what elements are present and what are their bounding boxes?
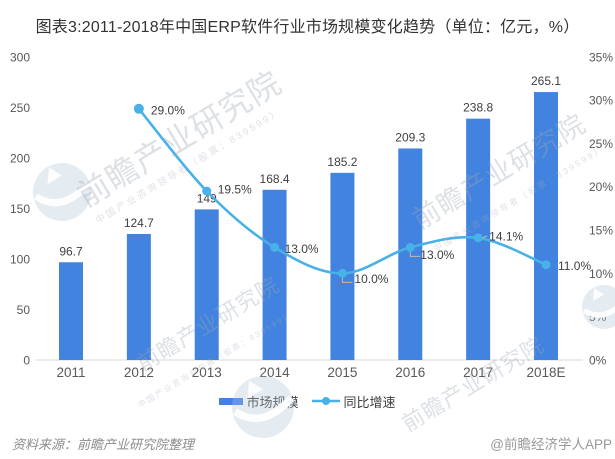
legend-item-market-size: 市场规模	[219, 392, 299, 411]
bar-2013	[194, 209, 219, 360]
line-point-dot	[405, 242, 415, 252]
y-axis-tick-right: 5%	[589, 310, 607, 324]
chart-title: 图表3:2011-2018年中国ERP软件行业市场规模变化趋势（单位：亿元，%）	[35, 19, 580, 36]
y-axis-tick-left: 250	[10, 101, 30, 115]
x-axis-label: 2017	[463, 365, 493, 380]
x-axis-label: 2015	[327, 365, 357, 380]
y-axis-tick-right: 10%	[589, 267, 613, 281]
line-point-dot	[337, 268, 347, 278]
x-axis-label: 2011	[56, 365, 85, 380]
line-value-label: 10.0%	[354, 272, 388, 286]
y-axis-tick-left: 100	[10, 252, 30, 266]
y-axis-tick-left: 0	[23, 354, 30, 368]
y-axis-tick-left: 50	[17, 303, 31, 317]
y-axis-tick-left: 150	[10, 202, 30, 216]
legend-bar-swatch	[219, 397, 244, 405]
line-point-dot	[473, 233, 483, 243]
line-value-label: 13.0%	[420, 248, 454, 262]
y-axis-tick-right: 30%	[589, 94, 613, 108]
x-axis-label: 2012	[124, 365, 154, 380]
bar-2011	[59, 262, 83, 360]
bar-2015	[330, 172, 355, 360]
line-value-label: 29.0%	[151, 103, 185, 117]
y-axis-tick-right: 35%	[589, 50, 613, 64]
label-leader	[341, 276, 353, 283]
bar-2014	[262, 189, 287, 360]
y-axis-tick-right: 25%	[589, 137, 613, 151]
legend: 市场规模 同比增速	[0, 391, 615, 411]
x-axis-label: 2018E	[526, 365, 565, 380]
bar-value-label: 168.4	[260, 172, 290, 186]
line-value-label: 11.0%	[558, 259, 591, 273]
x-axis-label: 2016	[395, 365, 425, 380]
line-value-label: 13.0%	[285, 242, 319, 256]
bar-value-label: 238.8	[463, 101, 493, 115]
x-axis-label: 2014	[260, 365, 291, 380]
y-axis-tick-right: 15%	[589, 224, 613, 238]
bar-value-label: 185.2	[327, 155, 357, 169]
bar-value-label: 124.7	[124, 216, 154, 230]
bar-2012	[126, 233, 151, 360]
line-point-dot	[202, 186, 212, 196]
bar-value-label: 209.3	[395, 130, 425, 144]
bar-value-label: 265.1	[531, 74, 561, 88]
legend-label-growth-rate: 同比增速	[343, 394, 396, 410]
line-point-dot	[541, 260, 551, 270]
y-axis-tick-left: 200	[10, 151, 30, 165]
y-axis-tick-right: 0%	[589, 354, 607, 368]
bar-value-label: 96.7	[59, 244, 83, 258]
app-credit: @前瞻经济学人APP	[490, 437, 612, 452]
label-leader	[409, 250, 421, 257]
x-axis-label: 2013	[192, 365, 222, 380]
bar-2018E	[533, 92, 558, 360]
y-axis-tick-left: 300	[10, 50, 30, 64]
line-point-dot	[133, 103, 144, 114]
line-point-dot	[270, 242, 280, 252]
legend-line-swatch	[311, 397, 340, 405]
line-value-label: 14.1%	[489, 229, 523, 243]
legend-label-market-size: 市场规模	[246, 394, 299, 410]
legend-item-growth-rate: 同比增速	[311, 392, 396, 411]
y-axis-tick-right: 20%	[589, 180, 613, 194]
source-note: 资料来源：前瞻产业研究院整理	[12, 437, 195, 452]
line-value-label: 19.5%	[218, 183, 252, 197]
